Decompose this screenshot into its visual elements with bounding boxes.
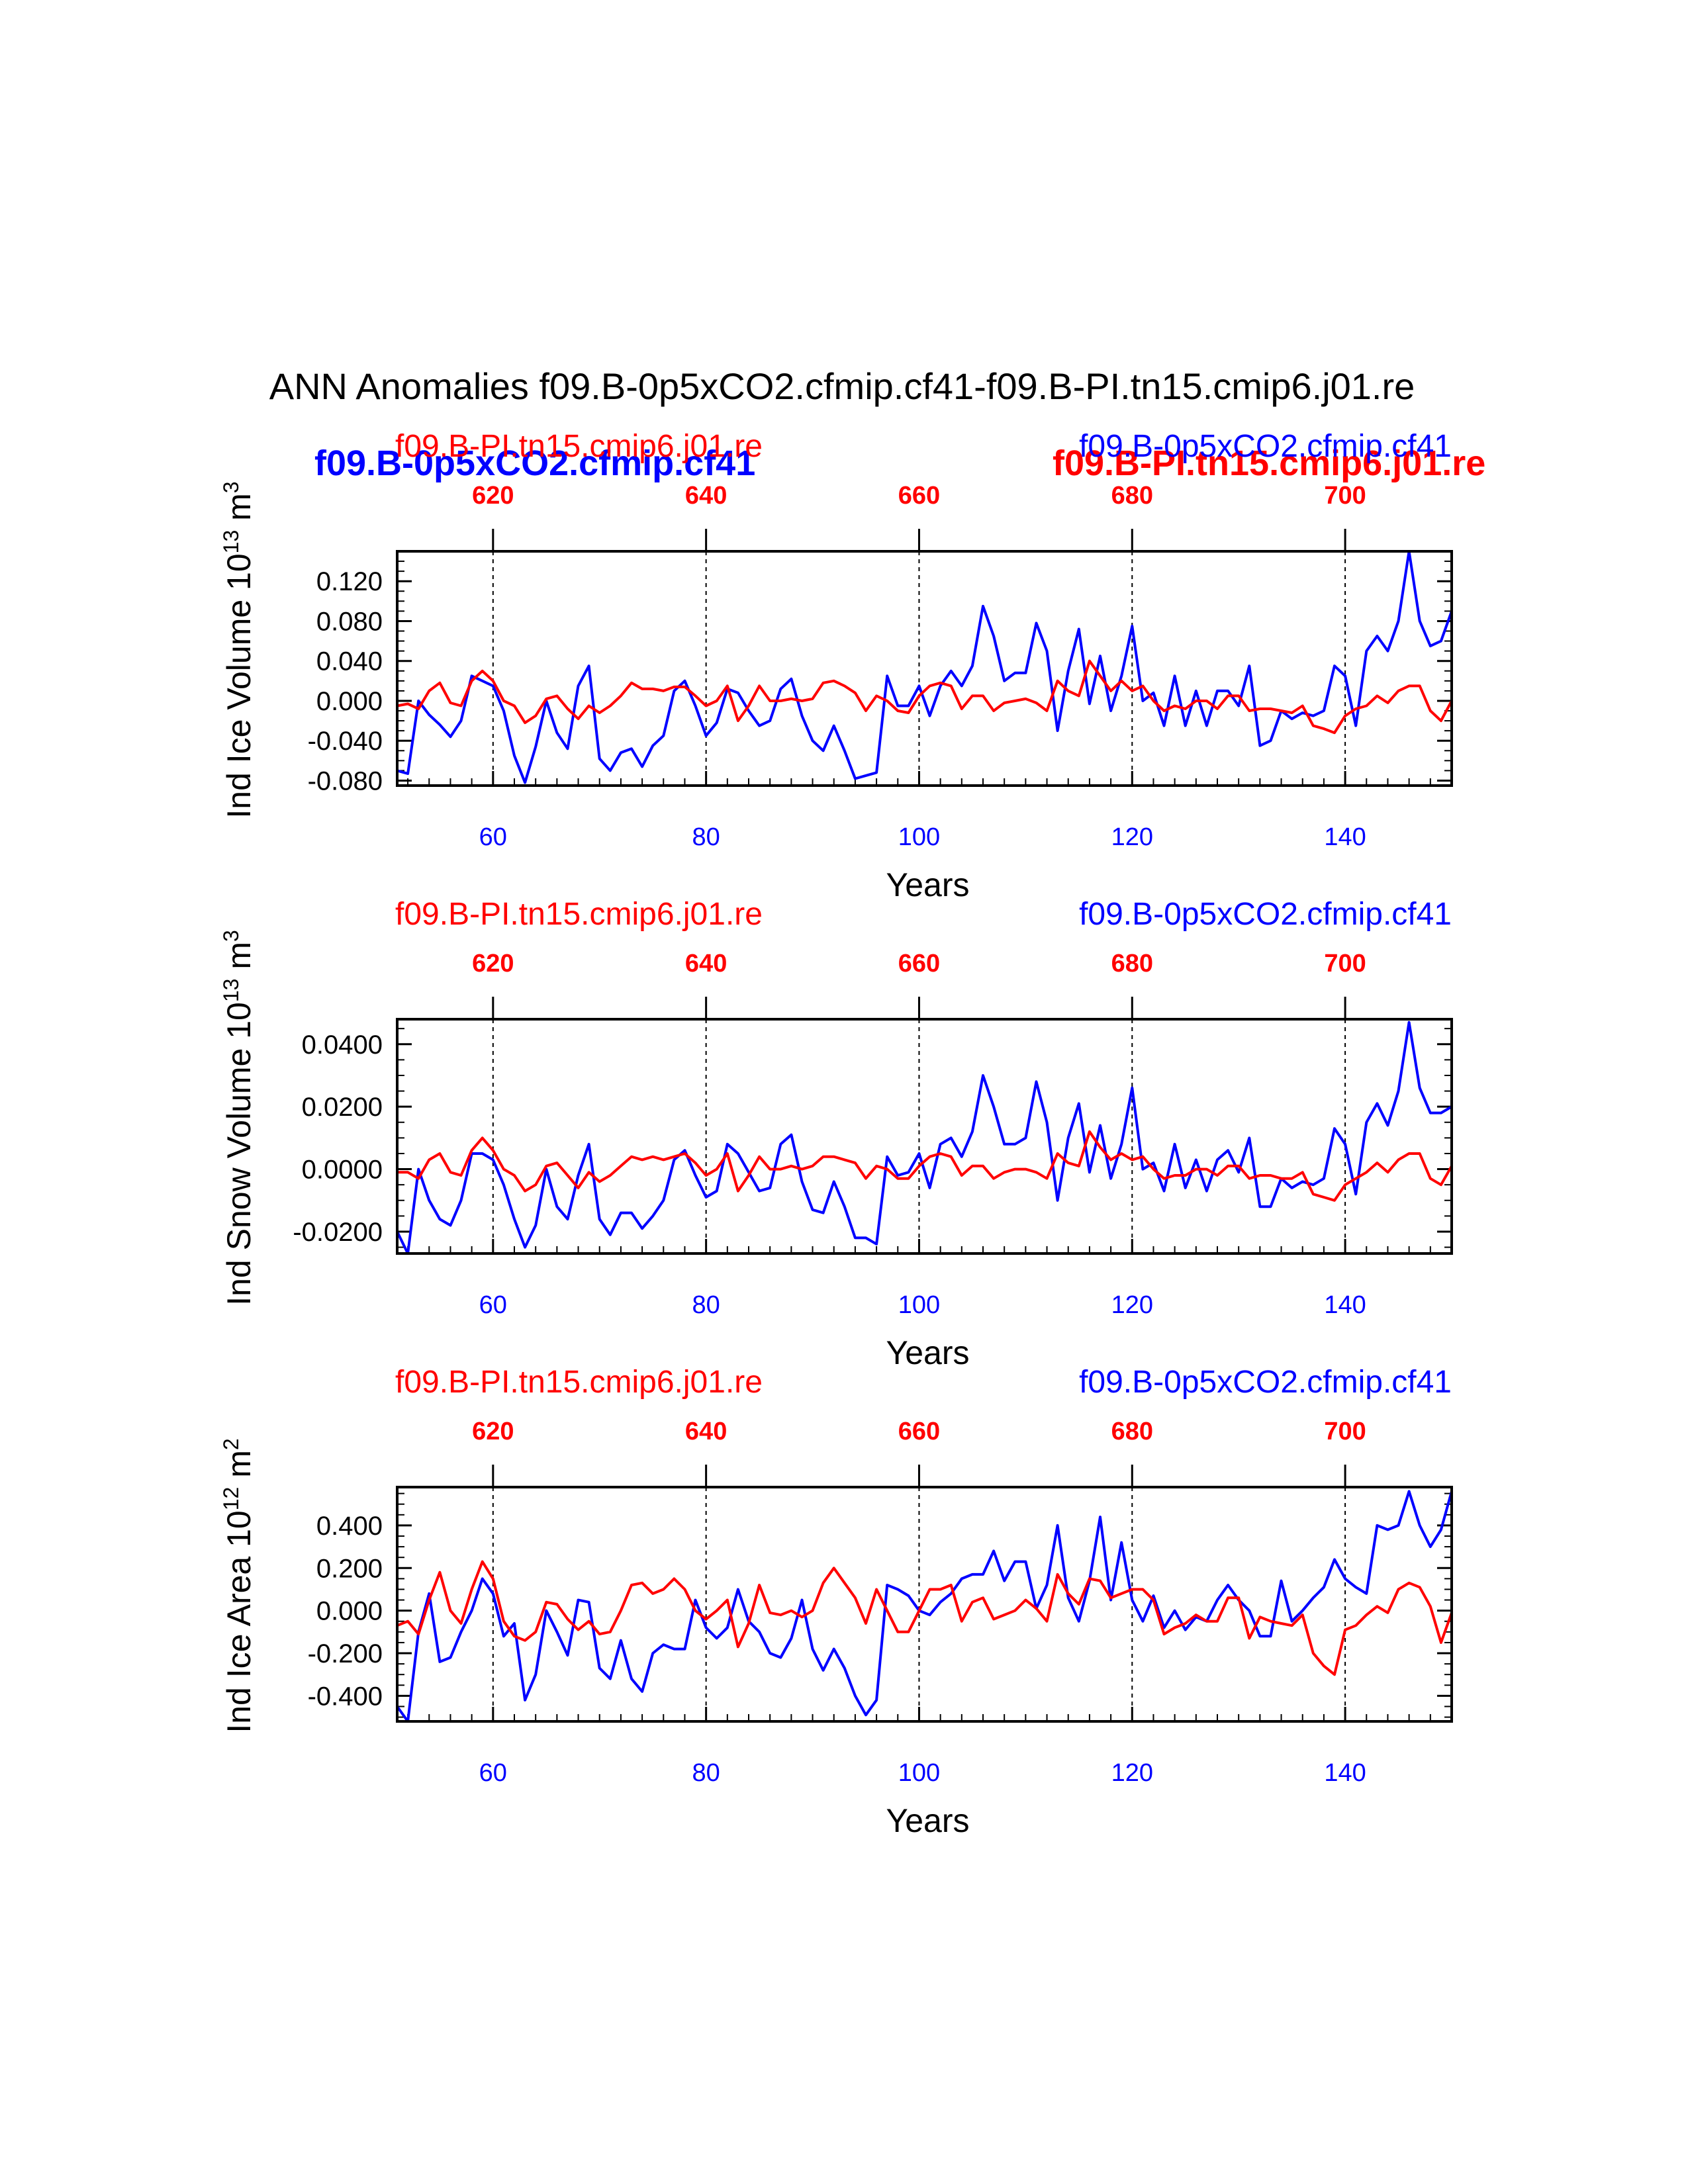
series-line-pi [397, 659, 1453, 735]
x-tick-label-top: 660 [898, 482, 940, 510]
panel-1: -0.080 -0.040 0.000 0.040 0.080 0.120 60 80 100 1… [219, 429, 1453, 903]
x-tick-label-bottom: 120 [1111, 1291, 1153, 1319]
y-axis-label-part: m [220, 942, 258, 979]
y-tick-label: -0.080 [308, 766, 383, 796]
y-tick-label: 0.080 [316, 607, 383, 636]
x-tick-label-bottom: 100 [898, 1291, 940, 1319]
plot-frame [396, 1018, 1453, 1255]
x-tick-label-bottom: 140 [1324, 1759, 1366, 1787]
y-axis-label: Ind Ice Volume 1013 m3 [219, 481, 258, 818]
y-tick-label: -0.400 [308, 1682, 383, 1711]
y-tick-label: 0.0200 [302, 1093, 383, 1122]
y-axis-label-part: 3 [219, 930, 243, 942]
x-tick-label-top: 640 [685, 950, 727, 978]
x-tick-label-top: 680 [1111, 482, 1153, 510]
x-tick-label-bottom: 100 [898, 823, 940, 851]
x-tick-label-top: 660 [898, 950, 940, 978]
series-line-co2 [397, 550, 1453, 784]
plot-frame [396, 550, 1453, 787]
x-tick-label-bottom: 80 [692, 1759, 720, 1787]
panel-2: -0.0200 0.0000 0.0200 0.0400 60 80 100 120 140 62… [219, 897, 1453, 1371]
top-left-label: f09.B-PI.tn15.cmip6.j01.re [395, 1365, 763, 1400]
y-axis-label-part: m [220, 1450, 258, 1487]
overlay-legend-right: f09.B-PI.tn15.cmip6.j01.re [1053, 443, 1485, 483]
x-tick-label-top: 700 [1324, 950, 1366, 978]
x-tick-label-top: 680 [1111, 950, 1153, 978]
x-tick-label-top: 620 [472, 1418, 514, 1445]
y-tick-label: 0.200 [316, 1554, 383, 1583]
x-tick-label-bottom: 60 [479, 1291, 507, 1319]
panel-3: -0.400 -0.200 0.000 0.200 0.400 60 80 100 120 140… [219, 1365, 1453, 1839]
series-line-pi [397, 1560, 1453, 1676]
x-tick-label-bottom: 80 [692, 823, 720, 851]
top-left-label: f09.B-PI.tn15.cmip6.j01.re [395, 897, 763, 932]
y-axis-label-part: 13 [219, 530, 243, 554]
y-axis-label-part: m [220, 493, 258, 530]
x-axis-label: Years [886, 866, 969, 903]
figure-title: ANN Anomalies f09.B-0p5xCO2.cfmip.cf41-f… [269, 365, 1415, 407]
x-tick-label-bottom: 140 [1324, 1291, 1366, 1319]
series-line-co2 [396, 1490, 1453, 1723]
series-line-co2 [396, 1021, 1453, 1255]
y-axis-label: Ind Ice Area 1012 m2 [219, 1438, 258, 1733]
series-line-pi [397, 1130, 1453, 1202]
y-axis-label-part: Ind Ice Area 10 [220, 1510, 258, 1733]
x-tick-label-top: 700 [1324, 1418, 1366, 1445]
y-tick-label: 0.120 [316, 567, 383, 596]
x-tick-label-bottom: 60 [479, 1759, 507, 1787]
panels-container: -0.080 -0.040 0.000 0.040 0.080 0.120 60 80 100 1… [219, 429, 1453, 1839]
y-tick-label: 0.040 [316, 647, 383, 676]
x-tick-label-bottom: 140 [1324, 823, 1366, 851]
y-tick-label: 0.000 [316, 687, 383, 716]
y-axis-label-part: Ind Snow Volume 10 [220, 1002, 258, 1306]
x-axis-label: Years [886, 1334, 969, 1371]
y-axis-label-part: 13 [219, 979, 243, 1003]
top-left-label: f09.B-PI.tn15.cmip6.j01.re [395, 429, 763, 464]
plot-frame [396, 1486, 1453, 1723]
x-tick-label-top: 700 [1324, 482, 1366, 510]
top-right-label: f09.B-0p5xCO2.cfmip.cf41 [1079, 897, 1452, 932]
y-axis-label: Ind Snow Volume 1013 m3 [219, 930, 258, 1306]
y-tick-label: 0.000 [316, 1597, 383, 1626]
x-tick-label-bottom: 120 [1111, 1759, 1153, 1787]
x-tick-label-bottom: 120 [1111, 823, 1153, 851]
y-axis-label-part: 12 [219, 1487, 243, 1511]
x-tick-label-top: 680 [1111, 1418, 1153, 1445]
y-tick-label: -0.0200 [293, 1218, 383, 1247]
top-right-label: f09.B-0p5xCO2.cfmip.cf41 [1079, 1365, 1452, 1400]
x-axis-label: Years [886, 1802, 969, 1839]
x-tick-label-top: 620 [472, 482, 514, 510]
overlay-legend-left: f09.B-0p5xCO2.cfmip.cf41 [314, 443, 755, 483]
y-axis-label-part: 2 [219, 1438, 243, 1450]
x-tick-label-top: 660 [898, 1418, 940, 1445]
x-tick-label-top: 640 [685, 482, 727, 510]
x-tick-label-bottom: 60 [479, 823, 507, 851]
y-tick-label: 0.0000 [302, 1156, 383, 1185]
y-axis-label-part: 3 [219, 481, 243, 493]
y-tick-label: -0.200 [308, 1639, 383, 1668]
x-tick-label-bottom: 100 [898, 1759, 940, 1787]
y-tick-label: -0.040 [308, 727, 383, 756]
y-tick-label: 0.0400 [302, 1030, 383, 1060]
top-right-label: f09.B-0p5xCO2.cfmip.cf41 [1079, 429, 1452, 464]
y-axis-label-part: Ind Ice Volume 10 [220, 553, 258, 818]
x-tick-label-bottom: 80 [692, 1291, 720, 1319]
y-tick-label: 0.400 [316, 1512, 383, 1541]
x-tick-label-top: 640 [685, 1418, 727, 1445]
x-tick-label-top: 620 [472, 950, 514, 978]
